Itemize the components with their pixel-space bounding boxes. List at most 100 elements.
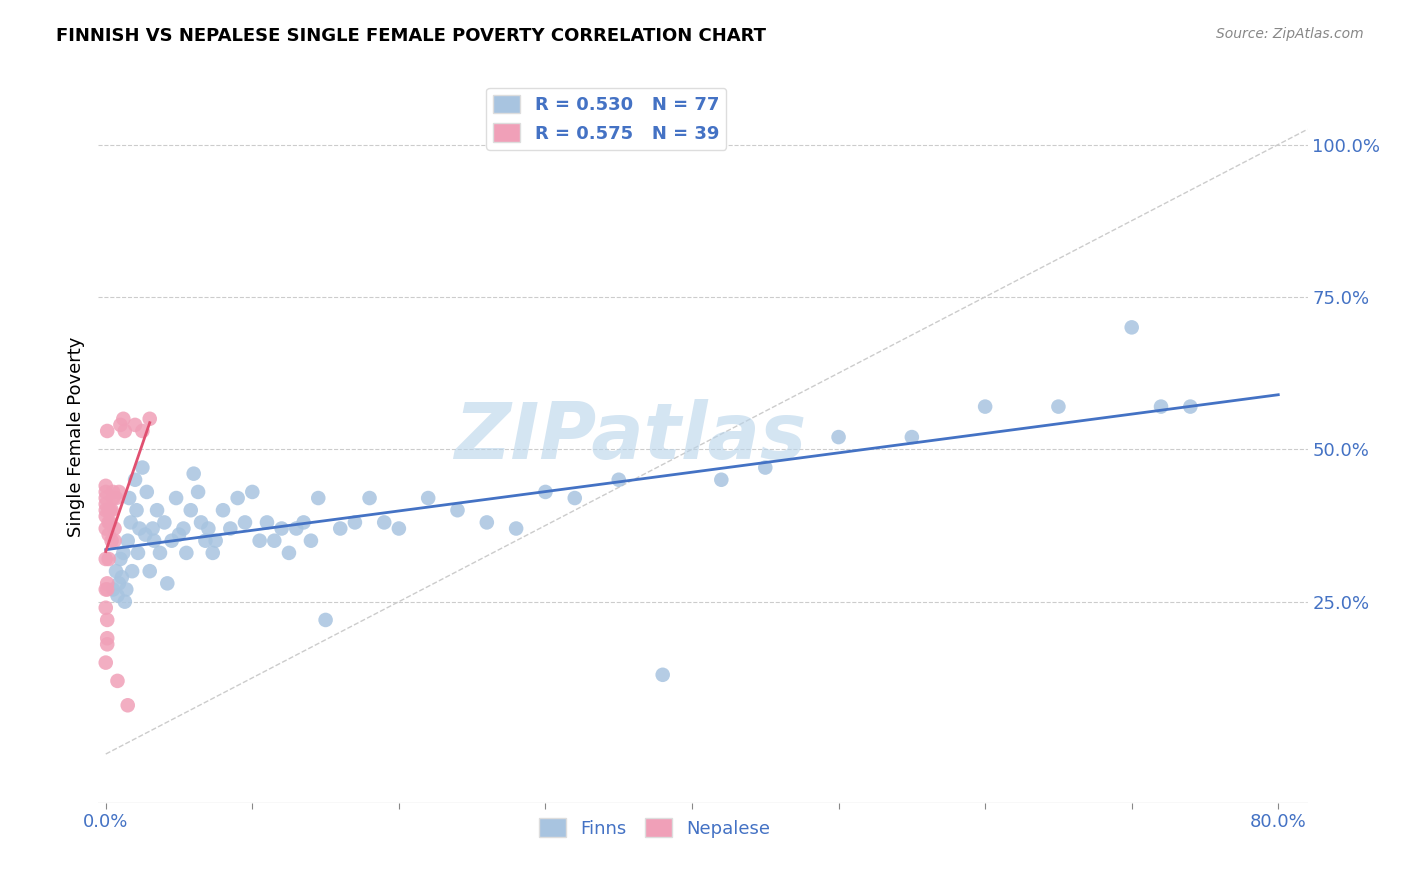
Point bbox=[651, 667, 673, 681]
Point bbox=[94, 600, 117, 615]
Point bbox=[107, 589, 129, 603]
Point bbox=[128, 521, 150, 535]
Point bbox=[127, 546, 149, 560]
Point bbox=[111, 570, 134, 584]
Point bbox=[94, 503, 117, 517]
Point bbox=[131, 460, 153, 475]
Point bbox=[564, 491, 586, 505]
Point bbox=[105, 564, 128, 578]
Point bbox=[974, 400, 997, 414]
Point bbox=[329, 521, 352, 535]
Point bbox=[187, 485, 209, 500]
Point bbox=[110, 552, 132, 566]
Point bbox=[117, 533, 139, 548]
Point bbox=[96, 632, 118, 646]
Point bbox=[176, 546, 198, 560]
Point bbox=[373, 516, 395, 530]
Point bbox=[94, 582, 117, 597]
Text: FINNISH VS NEPALESE SINGLE FEMALE POVERTY CORRELATION CHART: FINNISH VS NEPALESE SINGLE FEMALE POVERT… bbox=[56, 27, 766, 45]
Point bbox=[146, 503, 169, 517]
Point bbox=[204, 533, 226, 548]
Point bbox=[180, 503, 202, 517]
Point bbox=[149, 546, 172, 560]
Point bbox=[96, 424, 118, 438]
Point bbox=[263, 533, 285, 548]
Point bbox=[212, 503, 235, 517]
Point bbox=[125, 503, 148, 517]
Point bbox=[94, 521, 117, 535]
Point bbox=[112, 412, 135, 426]
Point bbox=[96, 613, 118, 627]
Point bbox=[108, 576, 131, 591]
Point bbox=[1047, 400, 1070, 414]
Text: Source: ZipAtlas.com: Source: ZipAtlas.com bbox=[1216, 27, 1364, 41]
Point bbox=[94, 656, 117, 670]
Point bbox=[256, 516, 278, 530]
Point bbox=[1180, 400, 1202, 414]
Point bbox=[143, 533, 166, 548]
Point bbox=[190, 516, 212, 530]
Point bbox=[134, 527, 156, 541]
Point bbox=[1150, 400, 1173, 414]
Point bbox=[96, 637, 118, 651]
Point bbox=[201, 546, 224, 560]
Point bbox=[165, 491, 187, 505]
Point bbox=[418, 491, 440, 505]
Point bbox=[142, 521, 165, 535]
Point bbox=[108, 485, 131, 500]
Point bbox=[226, 491, 249, 505]
Point bbox=[97, 516, 120, 530]
Point bbox=[710, 473, 733, 487]
Point bbox=[138, 412, 160, 426]
Point bbox=[249, 533, 271, 548]
Point bbox=[94, 485, 117, 500]
Point bbox=[156, 576, 179, 591]
Point bbox=[135, 485, 157, 500]
Point bbox=[96, 582, 118, 597]
Point bbox=[194, 533, 217, 548]
Point bbox=[98, 516, 121, 530]
Point bbox=[270, 521, 292, 535]
Point bbox=[97, 552, 120, 566]
Point bbox=[120, 516, 142, 530]
Point bbox=[118, 491, 141, 505]
Point bbox=[96, 576, 118, 591]
Point bbox=[307, 491, 329, 505]
Point bbox=[534, 485, 557, 500]
Point bbox=[101, 582, 124, 597]
Point bbox=[100, 533, 122, 548]
Y-axis label: Single Female Poverty: Single Female Poverty bbox=[66, 337, 84, 537]
Point bbox=[343, 516, 366, 530]
Point bbox=[299, 533, 322, 548]
Point bbox=[131, 424, 153, 438]
Point bbox=[114, 424, 136, 438]
Point bbox=[103, 521, 125, 535]
Point bbox=[94, 497, 117, 511]
Point bbox=[101, 485, 124, 500]
Point bbox=[107, 673, 129, 688]
Point bbox=[388, 521, 411, 535]
Point bbox=[240, 485, 263, 500]
Point bbox=[124, 417, 146, 432]
Point bbox=[278, 546, 301, 560]
Point bbox=[197, 521, 219, 535]
Point bbox=[754, 460, 776, 475]
Point bbox=[97, 503, 120, 517]
Point bbox=[115, 582, 138, 597]
Point bbox=[315, 613, 337, 627]
Point bbox=[114, 594, 136, 608]
Point bbox=[117, 698, 139, 713]
Point bbox=[233, 516, 256, 530]
Point bbox=[1121, 320, 1143, 334]
Point bbox=[505, 521, 527, 535]
Point bbox=[138, 564, 160, 578]
Point bbox=[103, 533, 125, 548]
Point bbox=[98, 503, 121, 517]
Point bbox=[219, 521, 242, 535]
Point bbox=[167, 527, 190, 541]
Point bbox=[94, 479, 117, 493]
Point bbox=[285, 521, 308, 535]
Point bbox=[475, 516, 498, 530]
Point bbox=[827, 430, 849, 444]
Point bbox=[153, 516, 176, 530]
